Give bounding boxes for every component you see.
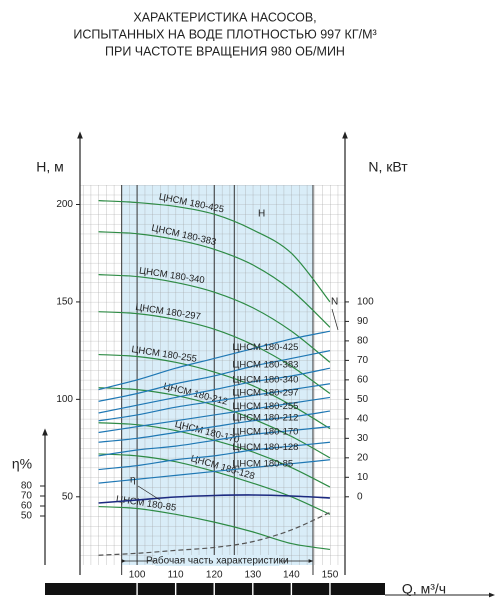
x-tick-label: 100	[129, 570, 146, 581]
curve	[98, 410, 331, 443]
annotation: η	[130, 475, 136, 486]
x-scale-bar	[45, 583, 385, 595]
y-tick-label: 100	[56, 394, 73, 405]
y3-tick-label: 60	[21, 501, 33, 512]
y3-tick-label: 80	[21, 481, 33, 492]
y3-axis-label: η%	[12, 456, 32, 472]
curve	[98, 367, 331, 414]
annotation-leader	[331, 308, 339, 331]
curve	[98, 441, 331, 471]
x-tick-label: 130	[244, 570, 261, 581]
x-tick-label: 140	[283, 570, 300, 581]
curve-label: ЦНСМ 180-255	[232, 401, 298, 412]
curve-label: ЦНСМ 180-170	[232, 426, 298, 437]
y2-tick-label: 30	[357, 433, 369, 444]
dashed-curve	[98, 511, 331, 556]
curve	[98, 199, 331, 303]
curve	[98, 350, 331, 402]
curve	[98, 494, 330, 504]
y2-tick-label: 100	[357, 297, 374, 308]
chart-title: ИСПЫТАННЫХ НА ВОДЕ ПЛОТНОСТЬЮ 997 КГ/М³	[73, 27, 376, 41]
curve-label: ЦНСМ 180-212	[232, 413, 298, 424]
y2-tick-label: 10	[357, 472, 369, 483]
annotation: N	[331, 297, 338, 308]
y-tick-label: 200	[56, 199, 73, 210]
y2-tick-label: 70	[357, 355, 369, 366]
y-axis-label: Н, м	[36, 159, 64, 175]
curve	[98, 274, 331, 363]
chart-title: ПРИ ЧАСТОТЕ ВРАЩЕНИЯ 980 ОБ/МИН	[105, 44, 345, 58]
y-tick-label: 150	[56, 297, 73, 308]
chart-title: ХАРАКТЕРИСТИКА НАСОСОВ,	[133, 10, 316, 24]
curve	[98, 459, 331, 484]
curve-label: ЦНСМ 180-340	[232, 374, 298, 385]
x-tick-label: 110	[168, 570, 184, 581]
curve	[98, 387, 331, 459]
y2-tick-label: 60	[357, 375, 369, 386]
y2-tick-label: 0	[357, 491, 363, 502]
range-label: Рабочая часть характеристики	[146, 555, 289, 567]
curve	[98, 396, 331, 434]
y3-tick-label: 50	[21, 511, 33, 522]
curve-label: ЦНСМ 180-383	[232, 360, 298, 371]
curve	[98, 383, 331, 422]
curve	[98, 231, 331, 328]
plot: Рабочая часть характеристики 50 100 150 200 0…	[21, 131, 495, 598]
annotation-leader	[137, 485, 161, 501]
y2-tick-label: 20	[357, 452, 369, 463]
curve	[98, 505, 331, 551]
curve-label: ЦНСМ 180-128	[232, 442, 298, 453]
curve	[98, 426, 331, 457]
annotation: Н	[258, 209, 265, 220]
y-tick-label: 50	[62, 491, 74, 502]
x-axis-label: Q, м³/ч	[402, 581, 446, 597]
y3-tick-label: 70	[21, 491, 33, 502]
y2-tick-label: 50	[357, 394, 369, 405]
y2-axis-label: N, кВт	[368, 159, 408, 175]
curve	[98, 353, 331, 430]
y2-tick-label: 40	[357, 413, 369, 424]
curve	[98, 330, 331, 391]
y2-tick-label: 90	[357, 316, 369, 327]
x-tick-label: 120	[206, 570, 223, 581]
curve	[98, 311, 331, 395]
curve-label: ЦНСМ 180-85	[232, 459, 293, 470]
curve-label: ЦНСМ 180-297	[232, 387, 298, 398]
range-label-bg	[155, 555, 280, 566]
x-tick-label: 150	[322, 570, 339, 581]
y2-tick-label: 80	[357, 336, 369, 347]
curve-label: ЦНСМ 180-425	[232, 342, 298, 353]
